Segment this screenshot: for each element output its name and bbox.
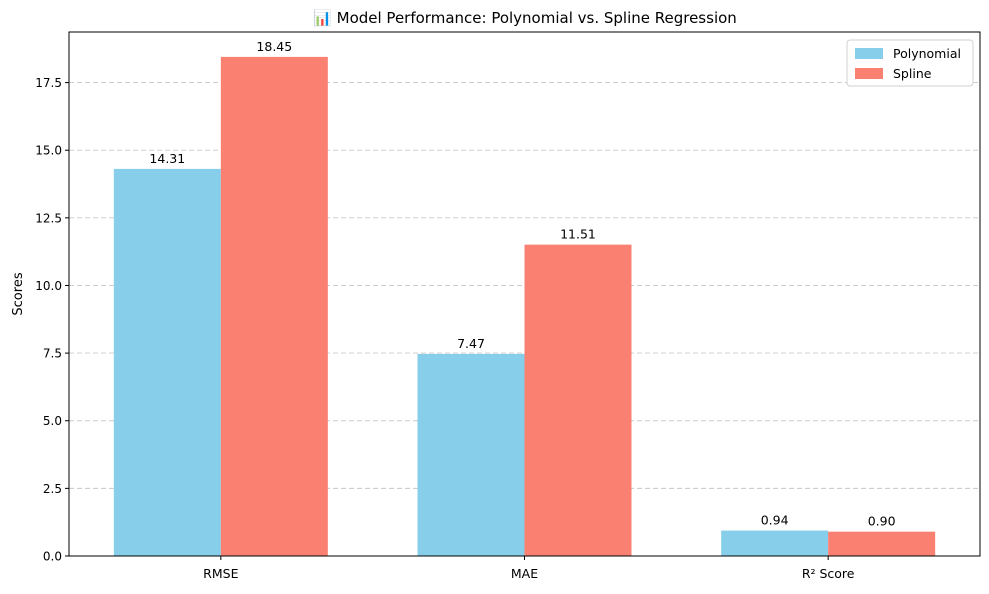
y-axis-label: Scores	[11, 272, 26, 315]
legend[interactable]: Polynomial Spline	[846, 39, 974, 87]
y-tick-label: 2.5	[43, 482, 62, 496]
y-tick-label: 12.5	[35, 211, 62, 225]
bar-spline-mae	[524, 244, 632, 557]
axes: 0.0 2.5 5.0 7.5 10.0 12.5 15.0 17.5 RMSE MAE R² Sc…	[35, 31, 981, 581]
data-label: 7.47	[457, 336, 485, 351]
bar-spline-r-score	[828, 531, 936, 556]
data-label: 18.45	[256, 39, 292, 54]
bar-spline-rmse	[220, 56, 328, 556]
bar-polynomial-rmse	[113, 168, 221, 556]
legend-label: Polynomial	[893, 46, 961, 61]
data-label: 0.90	[868, 514, 896, 529]
data-label: 0.94	[761, 513, 789, 528]
x-tick-label: MAE	[511, 566, 538, 581]
chart-title: 📊 Model Performance: Polynomial vs. Spli…	[313, 9, 737, 27]
bars	[113, 56, 936, 557]
data-labels: 14.31 7.47 0.94 18.45 11.51 0.90	[149, 39, 895, 529]
y-tick-label: 17.5	[35, 76, 62, 90]
y-tick-label: 15.0	[35, 144, 62, 158]
x-tick-label: R² Score	[802, 566, 855, 581]
legend-swatch	[855, 68, 883, 79]
data-label: 14.31	[149, 151, 185, 166]
y-tick-label: 7.5	[43, 347, 62, 361]
x-tick-label: RMSE	[203, 566, 238, 581]
legend-label: Spline	[893, 66, 932, 81]
bar-polynomial-mae	[417, 353, 525, 556]
data-label: 11.51	[560, 227, 596, 242]
plot-frame	[68, 31, 981, 557]
y-tick-label: 10.0	[35, 279, 62, 293]
bar-polynomial-r-score	[721, 530, 829, 556]
y-tick-label: 0.0	[43, 550, 62, 564]
y-tick-label: 5.0	[43, 414, 62, 428]
legend-swatch	[855, 48, 883, 59]
